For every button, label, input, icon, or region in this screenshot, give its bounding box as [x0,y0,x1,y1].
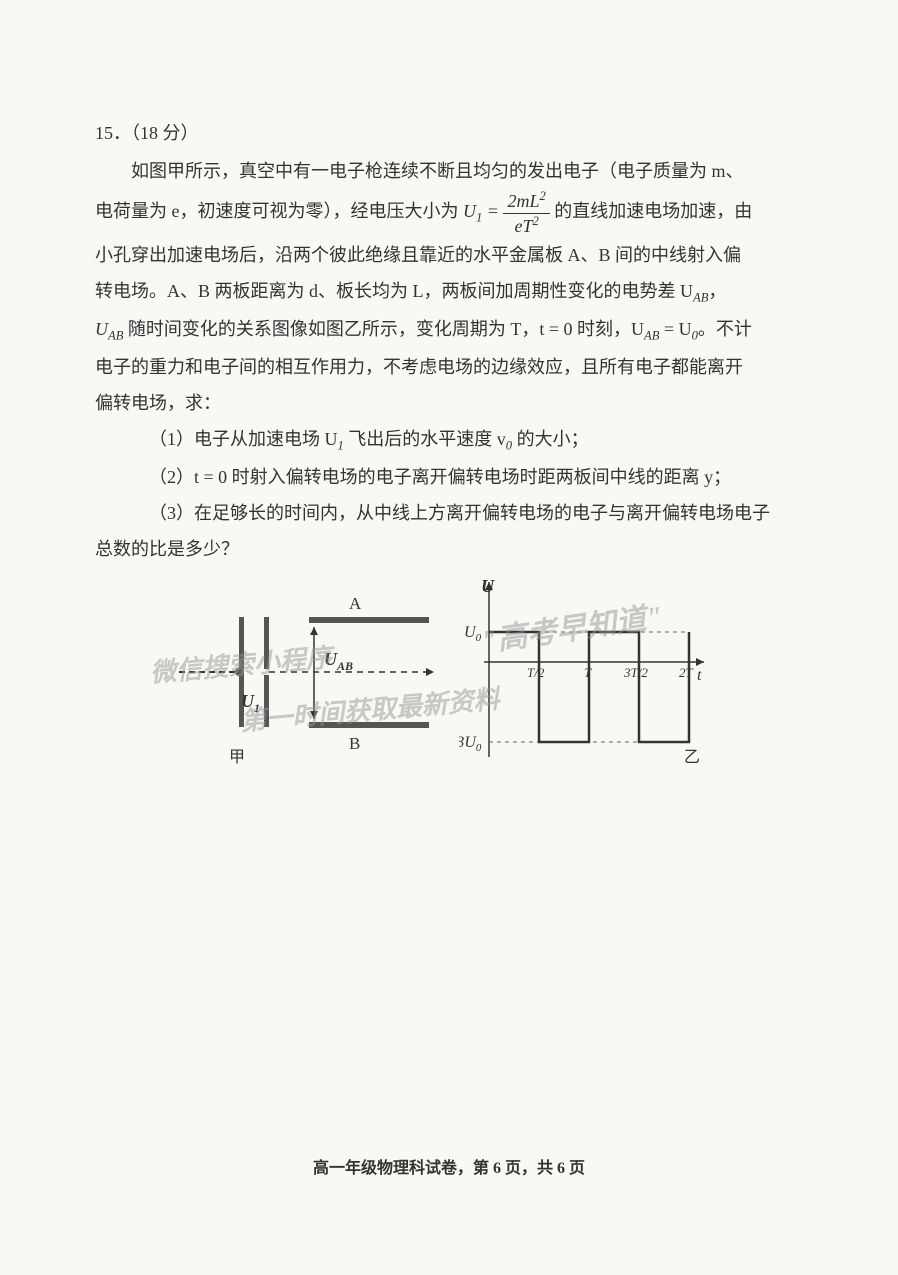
den: eT [514,216,532,236]
paragraph-3e: 偏转电场，求： [95,385,803,421]
text: 。不计 [698,319,752,339]
eq: = [482,201,503,221]
sub-question-2: （2）t = 0 时射入偏转电场的电子离开偏转电场时距两板间中线的距离 y； [95,459,803,495]
text: （2）t = 0 时射入偏转电场的电子离开偏转电场时距两板间中线的距离 y； [149,467,731,487]
text: 电子的重力和电子间的相互作用力，不考虑电场的边缘效应，且所有电子都能离开 [95,357,743,377]
diagram-left-svg: A B UAB U1 甲 [179,577,439,777]
sub: AB [644,329,659,343]
arrow-head [426,668,434,676]
paragraph-3a: 小孔穿出加速电场后，沿两个彼此绝缘且靠近的水平金属板 A、B 间的中线射入偏 [95,237,803,273]
fraction: 2mL2eT2 [503,189,549,237]
text: ， [708,281,726,301]
paragraph-1: 如图甲所示，真空中有一电子枪连续不断且均匀的发出电子（电子质量为 m、 [95,153,803,189]
x-axis-arrow [696,658,704,666]
text: （3）在足够长的时间内，从中线上方离开偏转电场的电子与离开偏转电场电子 [149,503,770,523]
uab-arrow-bot [310,711,318,719]
text: 飞出后的水平速度 v [344,429,506,449]
xtick-1: T/2 [527,665,545,680]
label-a: A [349,594,362,613]
text: 如图甲所示，真空中有一电子枪连续不断且均匀的发出电子（电子质量为 m、 [131,161,744,181]
text: 随时间变化的关系图像如图乙所示，变化周期为 T，t = 0 时刻，U [123,319,644,339]
label-uab: UAB [324,649,353,673]
sub-question-1: （1）电子从加速电场 U1 飞出后的水平速度 v0 的大小； [95,421,803,459]
sub: AB [108,329,123,343]
waveform [489,632,689,742]
sub-question-3b: 总数的比是多少？ [95,531,803,567]
num: 2mL [507,191,539,211]
paragraph-2: 电荷量为 e，初速度可视为零），经电压大小为 U1 = 2mL2eT2 的直线加… [95,189,803,237]
question-number: 15．（18 分） [95,123,199,143]
question-body: 如图甲所示，真空中有一电子枪连续不断且均匀的发出电子（电子质量为 m、 电荷量为… [95,153,803,567]
sup: 2 [532,214,538,228]
xtick-3: 3T/2 [623,665,648,680]
caption-left: 甲 [229,749,245,766]
xtick-4: 2T [679,665,694,680]
plate-b [309,722,429,728]
text: = U [659,319,691,339]
diagram-left: A B UAB U1 甲 [179,577,439,777]
sup: 2 [539,189,545,203]
var: U [95,319,108,339]
uab-arrow-top [310,627,318,635]
text: 偏转电场，求： [95,393,221,413]
text: 的直线加速电场加速，由 [554,201,752,221]
paragraph-3d: 电子的重力和电子间的相互作用力，不考虑电场的边缘效应，且所有电子都能离开 [95,349,803,385]
text: 电荷量为 e，初速度可视为零），经电压大小为 [95,201,459,221]
diagram-area: A B UAB U1 甲 U t [179,577,719,807]
page-footer: 高一年级物理科试卷，第 6 页，共 6 页 [0,1153,898,1185]
plate-a [309,617,429,623]
y-label: U [481,577,495,596]
text: 的大小； [512,429,589,449]
caption-right: 乙 [684,749,700,766]
formula-u1: U1 = 2mL2eT2 [463,201,554,221]
label-b: B [349,734,360,753]
var: U [463,201,476,221]
paragraph-3b: 转电场。A、B 两板距离为 d、板长均为 L，两板间加周期性变化的电势差 UAB… [95,273,803,311]
hole [264,669,269,675]
text: 转电场。A、B 两板距离为 d、板长均为 L，两板间加周期性变化的电势差 U [95,281,693,301]
gun-dot [235,668,243,676]
question-header: 15．（18 分） [95,115,803,151]
paragraph-3c: UAB 随时间变化的关系图像如图乙所示，变化周期为 T，t = 0 时刻，UAB… [95,311,803,349]
diagram-right-svg: U t U0 -3U0 T/2 T 3T/2 2T 乙 [459,577,709,777]
text: （1）电子从加速电场 U [149,429,338,449]
sub-question-3a: （3）在足够长的时间内，从中线上方离开偏转电场的电子与离开偏转电场电子 [95,495,803,531]
x-label: t [697,667,702,684]
neg3u0-label: -3U0 [459,734,482,754]
u0-label: U0 [464,624,482,644]
text: 总数的比是多少？ [95,539,239,559]
sub: AB [693,291,708,305]
text: 小孔穿出加速电场后，沿两个彼此绝缘且靠近的水平金属板 A、B 间的中线射入偏 [95,245,741,265]
diagram-right: U t U0 -3U0 T/2 T 3T/2 2T 乙 [459,577,709,777]
